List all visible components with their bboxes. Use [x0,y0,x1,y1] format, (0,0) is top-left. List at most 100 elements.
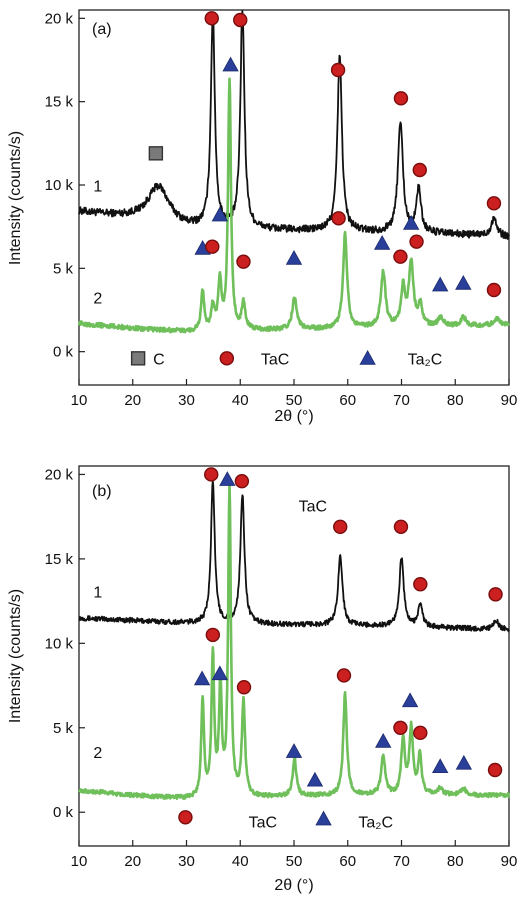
tac-marker [486,196,502,211]
x-tick-label: 70 [393,853,410,870]
x-tick-label: 20 [124,392,141,409]
panel-a-axes: 10 20 30 40 50 60 70 80 90 0 k 5 k 10 k 15 k 20 k [45,10,518,409]
panel-a-ylabel: Intensity (counts/s) [7,131,24,265]
tac-marker [205,627,221,643]
x-tick-label: 10 [71,853,88,870]
phase-label: TaC [299,499,327,516]
panel-b-annotations: 1 2 TaC TaC Ta₂C [93,499,393,832]
curve-label: 2 [93,290,102,307]
y-tick-label: 15 k [45,94,74,111]
panel-a: (a) 10 20 30 40 50 60 70 80 90 0 k 5 k 10 k 15 k 20 k… [7,9,518,425]
series-2-line [77,77,511,334]
ta2c-marker [285,250,303,265]
curve-label: 2 [93,745,102,762]
panel-b-label: (b) [92,483,112,500]
tac-marker [236,254,251,269]
y-tick-label: 10 k [45,635,74,652]
tac-marker [488,587,503,602]
carbon-marker [148,146,164,161]
phase-label: Ta₂C [358,814,393,831]
phase-label: TaC [249,814,277,831]
ta2c-marker [402,215,420,230]
x-tick-label: 50 [286,853,303,870]
panel-a-markers [130,11,502,366]
tac-marker [204,467,219,482]
legend-label: C [153,351,165,368]
x-tick-label: 70 [393,392,410,409]
series-2-line [78,482,511,800]
tac-marker [331,211,346,226]
tac-marker [205,239,220,254]
legend-label: TaC [261,351,289,368]
panel-b-curves [78,479,511,800]
tac-marker [393,720,408,735]
x-tick-label: 80 [447,392,464,409]
ta2c-marker [432,276,449,292]
ta2c-marker [432,758,449,774]
ta2c-marker [373,235,391,250]
series-1-line [78,10,510,240]
ta2c-marker [455,754,473,770]
ta2c-marker [222,56,239,72]
panel-b-markers [178,467,503,826]
ta2c-marker [315,810,332,826]
panel-b-xlabel: 2θ (°) [274,877,313,894]
tac-marker [178,810,193,825]
panel-a-label: (a) [92,21,112,38]
panel-b: (b) 10 20 30 40 50 60 70 80 90 0 k 5 k 10 k 15 k 20 k… [7,465,518,894]
legend-carbon-marker [130,351,146,366]
panel-a-annotations: 1 2 C TaC Ta₂C [93,179,442,369]
x-tick-label: 60 [339,392,356,409]
x-tick-label: 80 [447,853,464,870]
tac-marker [413,577,428,592]
ta2c-marker [193,670,211,686]
tac-marker [486,282,502,298]
y-tick-label: 0 k [53,344,74,361]
legend-label: Ta₂C [408,351,443,368]
tac-marker [234,474,250,489]
ta2c-marker [219,471,236,486]
panel-a-curves [77,10,511,334]
ta2c-marker [211,206,229,222]
tac-marker [204,11,219,26]
series-1-line [78,479,510,633]
y-tick-label: 15 k [45,551,74,568]
tac-marker [233,12,248,28]
x-tick-label: 90 [501,392,518,409]
tac-marker [393,91,409,106]
y-tick-label: 20 k [45,10,74,27]
tac-marker [236,680,252,695]
x-tick-label: 30 [178,853,195,870]
tac-marker [413,725,428,741]
y-tick-label: 5 k [53,260,74,277]
ta2c-marker [455,275,472,290]
x-tick-label: 50 [286,392,303,409]
curve-label: 1 [93,179,102,196]
tac-marker [330,62,346,78]
ta2c-marker [375,732,392,748]
panel-a-xlabel: 2θ (°) [274,408,313,425]
y-tick-label: 20 k [45,466,74,483]
panel-b-ylabel: Intensity (counts/s) [7,589,24,723]
legend-tac-marker [219,351,235,366]
x-tick-label: 40 [232,392,249,409]
ta2c-marker [285,743,303,758]
tac-marker [487,762,503,778]
x-tick-label: 30 [178,392,195,409]
y-tick-label: 10 k [45,177,74,194]
x-tick-label: 10 [71,392,88,409]
ta2c-marker [401,692,419,708]
curve-label: 1 [93,585,102,602]
y-tick-label: 0 k [53,804,74,821]
tac-marker [412,162,427,178]
legend-ta2c-marker [359,350,376,365]
x-tick-label: 20 [124,853,141,870]
panel-b-frame [78,465,510,847]
x-tick-label: 40 [232,853,249,870]
x-tick-label: 90 [501,853,518,870]
x-tick-label: 60 [339,853,356,870]
panel-b-axes: 10 20 30 40 50 60 70 80 90 0 k 5 k 10 k 15 k 20 k [45,466,518,870]
ta2c-marker [306,771,324,787]
tac-marker [393,249,408,264]
